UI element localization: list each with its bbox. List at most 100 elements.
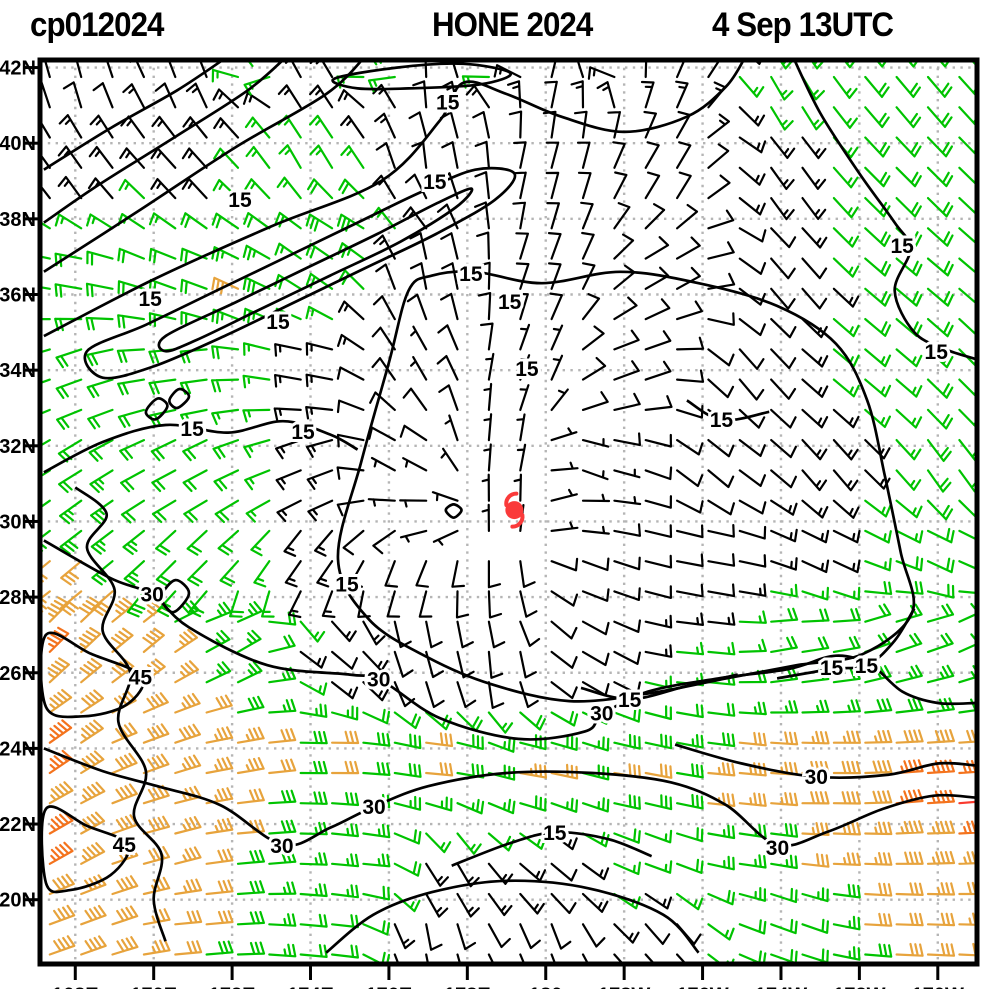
wind-barb: [410, 325, 428, 351]
wind-barb: [550, 832, 578, 851]
wind-barb: [770, 854, 798, 870]
wind-barb: [59, 499, 83, 525]
wind-barb: [418, 590, 433, 618]
wind-barb: [613, 556, 641, 571]
wind-barb: [268, 913, 297, 927]
wind-barb: [519, 832, 547, 850]
wind-barb: [581, 231, 595, 260]
storm-symbol-lower-hook: [510, 513, 525, 529]
wind-barb: [211, 212, 240, 230]
wind-barb: [958, 287, 977, 306]
wind-barb: [801, 287, 828, 310]
wind-barb: [399, 424, 428, 442]
wind-barb: [119, 147, 145, 169]
wind-barb: [958, 759, 977, 775]
wind-barb: [309, 114, 334, 139]
wind-barb: [245, 145, 271, 169]
wind-barb: [770, 949, 798, 964]
wind-barb: [958, 601, 977, 623]
wind-barb: [738, 638, 767, 653]
wind-barb: [707, 889, 736, 906]
wind-barb: [181, 177, 208, 200]
wind-barb: [205, 848, 234, 865]
wind-barb: [770, 731, 799, 746]
wind-barb: [331, 944, 359, 959]
wind-barb: [832, 166, 859, 189]
wind-barb: [205, 726, 234, 744]
wind-barb: [375, 142, 396, 169]
wind-barb: [402, 387, 428, 411]
wind-barb: [123, 560, 145, 586]
wind-barb: [801, 791, 830, 805]
wind-barb: [205, 879, 234, 896]
wind-barb: [832, 499, 860, 519]
wind-barb: [926, 499, 954, 521]
wind-barb: [770, 792, 799, 807]
wind-barb: [456, 892, 480, 918]
wind-barb: [314, 529, 334, 557]
wind-barb: [305, 305, 334, 321]
wind-barb: [487, 620, 506, 649]
wind-barb: [48, 935, 76, 956]
wind-barb: [55, 348, 83, 369]
isotach-label: 15: [820, 657, 844, 680]
wind-barb: [738, 136, 767, 154]
wind-barb: [119, 439, 145, 461]
wind-barb: [181, 147, 208, 169]
wind-barb: [431, 491, 459, 502]
wind-barb: [644, 763, 673, 779]
isotach-label: 30: [367, 669, 390, 692]
wind-barb: [707, 792, 736, 807]
wind-barb: [707, 923, 735, 941]
wind-barb: [245, 499, 271, 523]
wind-barb: [236, 695, 265, 714]
wind-barb: [519, 734, 547, 751]
wind-barb: [676, 236, 701, 260]
wind-barb: [587, 66, 616, 80]
wind-barb: [331, 760, 360, 775]
wind-barb: [273, 407, 302, 421]
wind-barb: [274, 242, 302, 260]
wind-barb: [550, 620, 578, 640]
wind-barb: [644, 733, 673, 750]
wind-barb: [801, 636, 830, 653]
wind-barb: [895, 820, 924, 835]
wind-barb: [864, 665, 892, 684]
wind-barb: [519, 711, 546, 731]
wind-barb: [644, 171, 661, 200]
wind-barb: [150, 178, 177, 200]
isotach-label: 15: [710, 409, 734, 432]
wind-barb: [117, 314, 145, 329]
wind-barb: [205, 601, 232, 623]
wind-barb: [550, 60, 557, 79]
wind-barb: [456, 953, 462, 964]
wind-barb: [78, 596, 102, 623]
wind-barb: [384, 560, 399, 588]
wind-barb: [519, 862, 547, 882]
wind-barb: [243, 342, 271, 356]
isotach-contour-15: [686, 399, 770, 422]
wind-barb: [832, 760, 861, 775]
wind-barb: [307, 178, 334, 200]
wind-barb: [180, 408, 208, 427]
wind-barb: [299, 681, 328, 696]
wind-barb: [410, 356, 428, 381]
wind-barb: [399, 529, 428, 543]
wind-barb: [770, 106, 794, 131]
wind-barb: [40, 255, 51, 260]
wind-barb: [958, 136, 977, 157]
wind-barb: [613, 202, 631, 230]
wind-barb: [707, 60, 721, 79]
wind-barb: [738, 583, 767, 597]
y-axis-label: 32N: [0, 436, 36, 458]
wind-barb: [299, 852, 328, 866]
wind-barb: [174, 940, 203, 956]
wind-barb: [174, 754, 202, 775]
wind-barb: [155, 60, 177, 79]
wind-barb: [362, 681, 389, 702]
wind-barb: [738, 701, 767, 716]
wind-barb: [299, 913, 328, 928]
wind-barb: [142, 938, 171, 956]
wind-barb: [676, 110, 691, 139]
wind-barb: [456, 711, 483, 732]
